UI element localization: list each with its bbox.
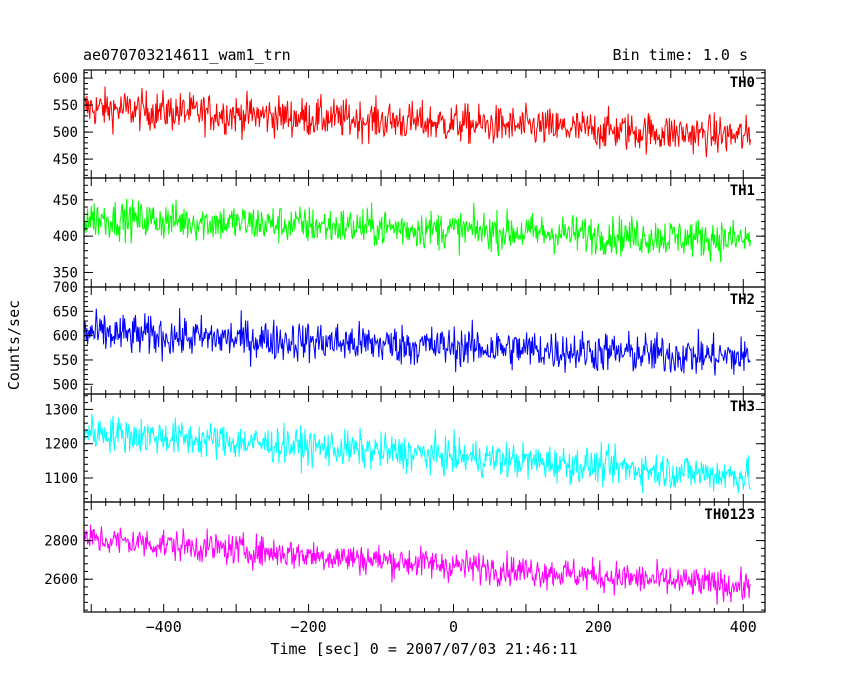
y-tick-label: 450 [53,152,78,168]
y-tick-label: 500 [53,377,78,393]
x-tick-label: 400 [730,618,757,636]
x-axis: −400 −200 0 200 400 [146,618,757,636]
series-line-th1 [84,198,752,263]
x-axis-label: Time [sec] 0 = 2007/07/03 21:46:11 [270,640,577,658]
y-tick-label: 2600 [44,572,78,588]
bin-time-label: Bin time: 1.0 s [613,46,748,64]
x-tick-label: −200 [291,618,327,636]
y-tick-label: 600 [53,71,78,87]
series-line-th0123 [84,524,751,605]
series-line-th2 [84,308,751,376]
y-tick-label: 650 [53,304,78,320]
y-tick-label: 1300 [44,402,78,418]
y-tick-label: 550 [53,353,78,369]
y-tick-label: 450 [53,193,78,209]
panel-frame [83,177,766,288]
y-tick-label: 400 [53,229,78,245]
y-tick-label: 1100 [44,471,78,487]
panel-th2: 500 550 600 650 700 TH2 [53,280,766,395]
y-tick-label: 350 [53,265,78,281]
panel-label: TH3 [730,399,755,415]
panel-label: TH1 [730,183,755,199]
y-tick-label: 600 [53,329,78,345]
panel-th1: 350 400 450 TH1 [53,177,766,288]
y-tick-label: 2800 [44,534,78,550]
panel-frame [83,501,766,613]
panel-th0: 450 500 550 600 TH0 [53,69,766,179]
panel-label: TH0 [730,75,755,91]
panels: 450 500 550 600 TH0 350 400 450 TH1 500 550 600 650 7… [44,69,766,613]
y-tick-label: 1200 [44,437,78,453]
panel-frame [83,393,766,503]
y-axis-label: Counts/sec [5,300,23,390]
panel-label: TH0123 [704,507,755,523]
chart-title: ae070703214611_wam1_trn [83,46,291,64]
x-tick-label: 200 [585,618,612,636]
x-tick-label: 0 [449,618,458,636]
series-line-th3 [84,413,751,494]
x-tick-label: −400 [146,618,182,636]
panel-th3: 1100 1200 1300 TH3 [44,393,766,503]
y-tick-label: 500 [53,125,78,141]
series-line-th0 [84,86,752,158]
y-tick-label: 550 [53,98,78,114]
y-tick-label: 700 [53,280,78,296]
panel-label: TH2 [730,292,755,308]
panel-th0123: 2600 2800 TH0123 [44,501,766,613]
